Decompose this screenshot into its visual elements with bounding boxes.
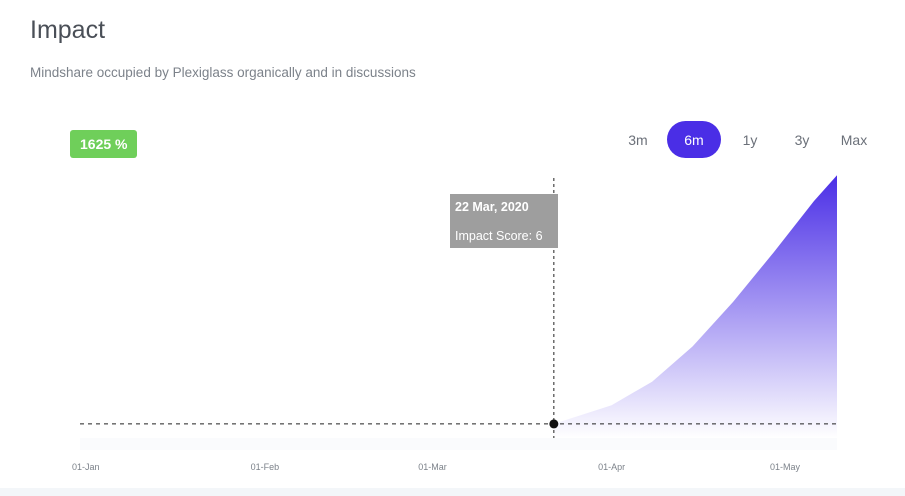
tooltip-date: 22 Mar, 2020 — [455, 200, 529, 214]
footer-strip — [0, 488, 905, 496]
range-6m-button[interactable]: 6m — [667, 121, 721, 158]
impact-area — [553, 175, 837, 439]
tooltip-score: Impact Score: 6 — [455, 229, 543, 243]
x-axis: 01-Jan 01-Feb 01-Mar 01-Apr 01-May — [72, 462, 800, 472]
time-range-selector: 3m 6m 1y 3y Max — [615, 121, 877, 158]
impact-change-badge: 1625 % — [70, 130, 138, 158]
range-3y-button[interactable]: 3y — [794, 131, 810, 148]
range-3m-button[interactable]: 3m — [628, 131, 648, 148]
x-tick-label: 01-Jan — [72, 462, 100, 472]
x-tick-label: 01-Feb — [251, 462, 280, 472]
x-tick-label: 01-Mar — [418, 462, 447, 472]
chart-tooltip: 22 Mar, 2020 Impact Score: 6 — [450, 194, 558, 248]
range-max-button[interactable]: Max — [840, 131, 868, 148]
x-tick-label: 01-Apr — [598, 462, 625, 472]
page-subtitle: Mindshare occupied by Plexiglass organic… — [30, 65, 416, 80]
page-title: Impact — [30, 16, 106, 44]
range-1y-button[interactable]: 1y — [742, 131, 758, 148]
plot-floor — [80, 438, 837, 450]
x-tick-label: 01-May — [770, 462, 801, 472]
hover-point[interactable] — [549, 419, 559, 429]
